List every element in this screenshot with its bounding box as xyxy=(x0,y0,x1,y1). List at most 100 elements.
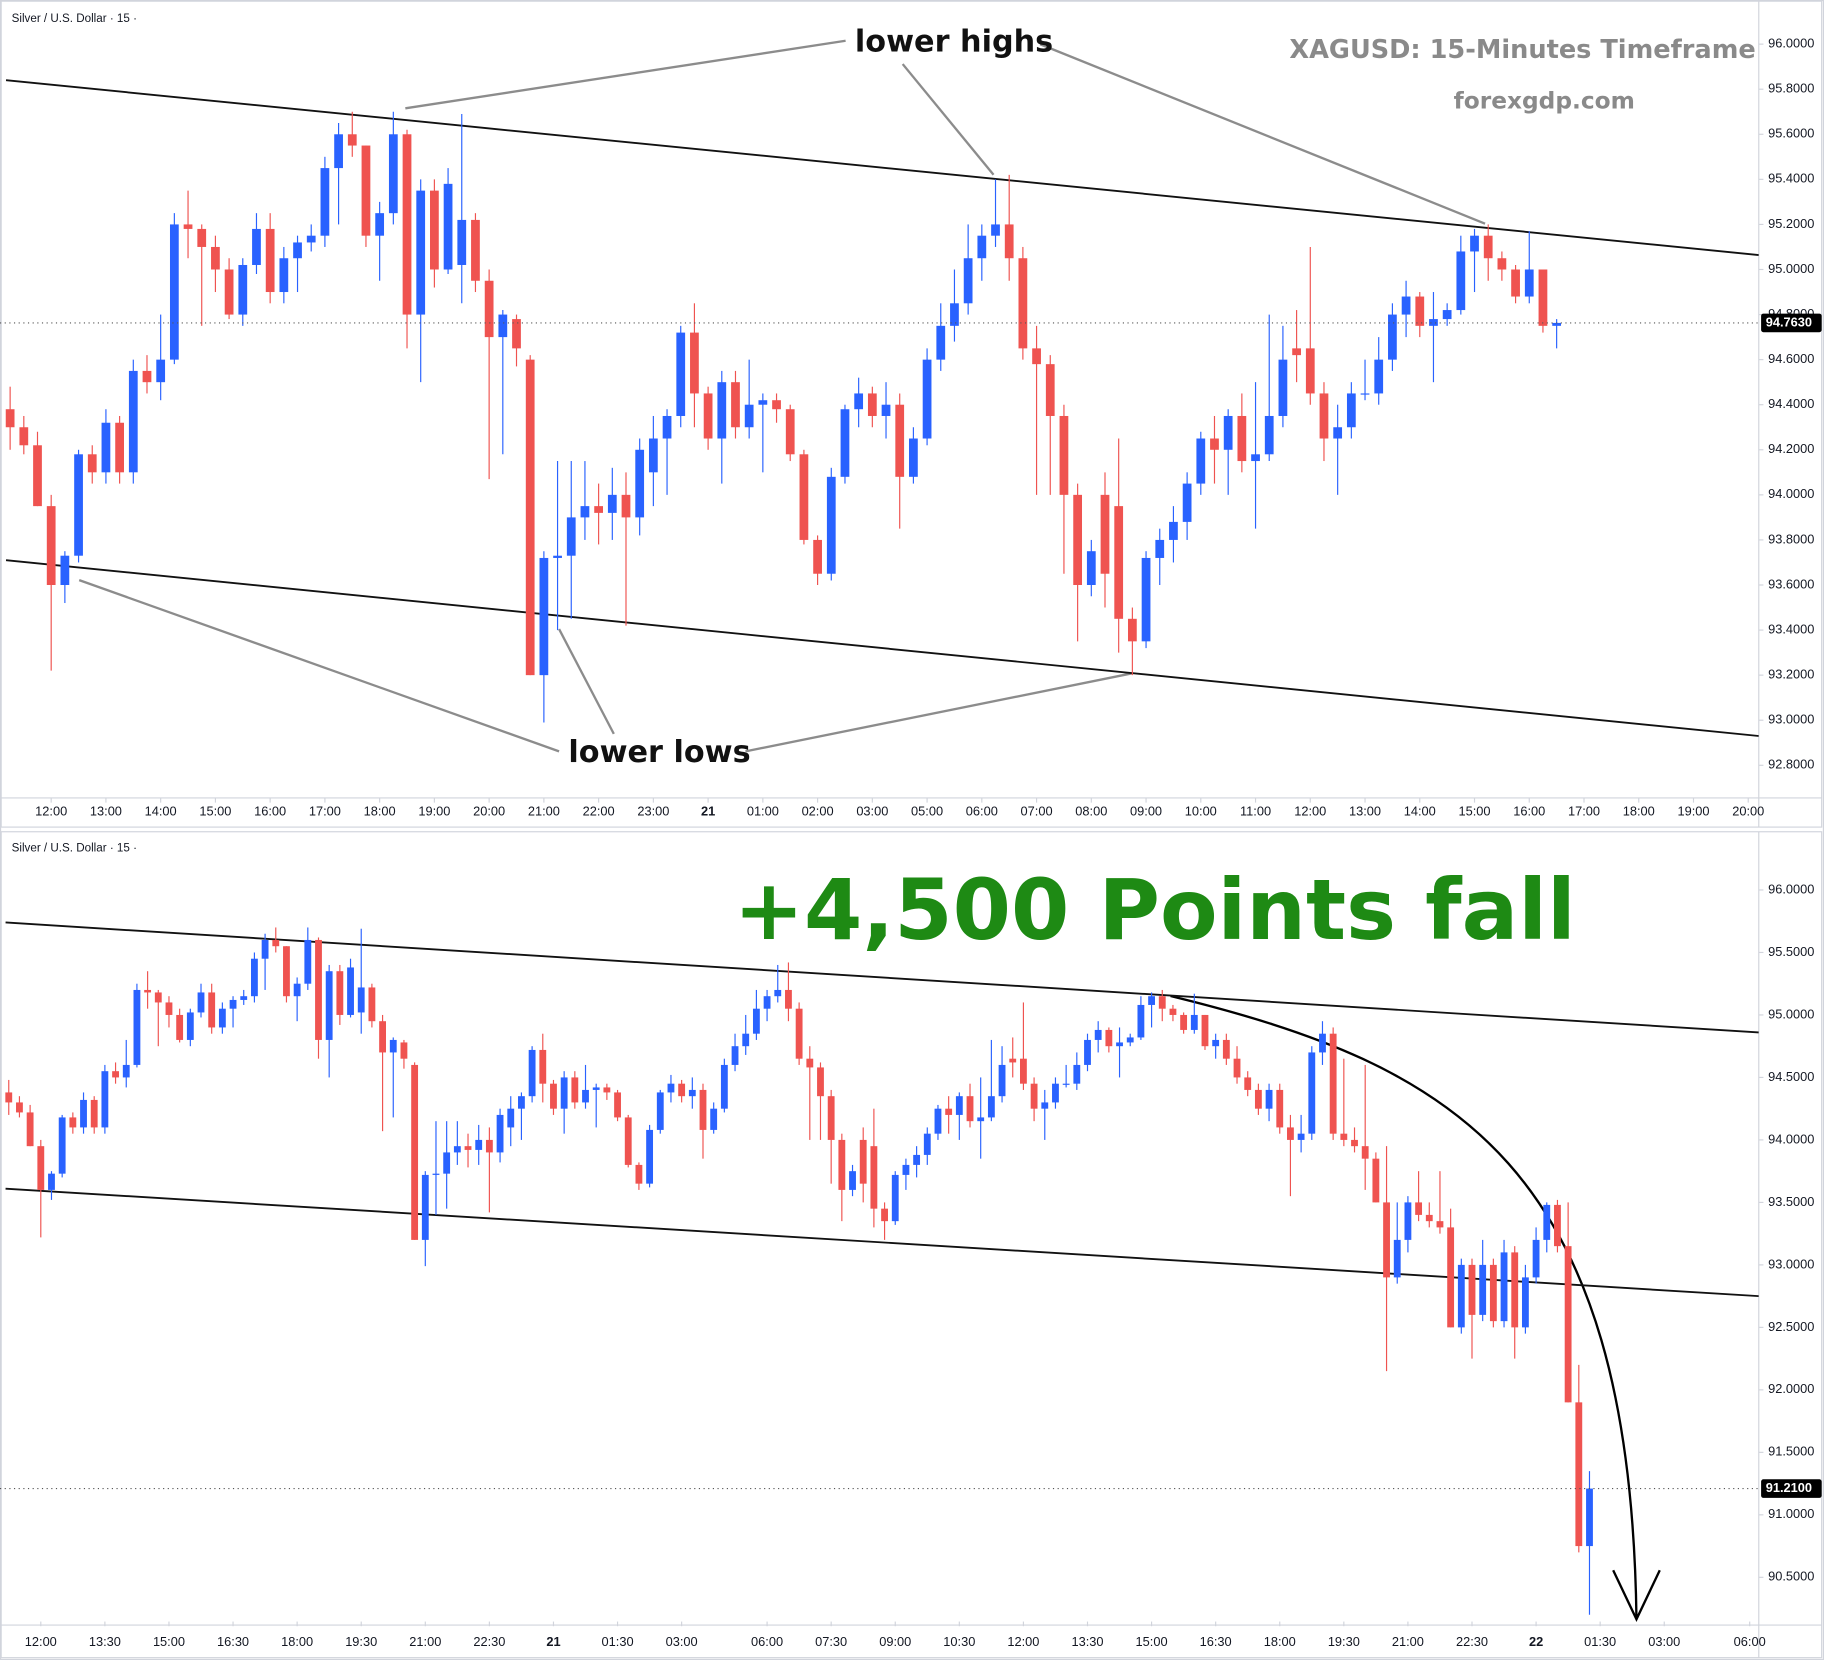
x-tick-label: 06:00 xyxy=(1734,1634,1766,1649)
candle-body xyxy=(922,359,932,439)
candle-body xyxy=(402,134,412,315)
candle-body xyxy=(614,1092,621,1118)
x-tick-label: 14:00 xyxy=(145,803,177,818)
candle-body xyxy=(261,939,269,959)
candle-body xyxy=(416,190,426,315)
y-tick-label: 95.2000 xyxy=(1768,216,1814,231)
candle-body xyxy=(218,1008,226,1028)
x-tick-label: 03:00 xyxy=(666,1634,698,1649)
x-tick-label: 18:00 xyxy=(1623,803,1655,818)
candle-body xyxy=(1500,1252,1508,1322)
x-tick-label: 22:00 xyxy=(583,803,615,818)
x-tick-label: 19:30 xyxy=(1328,1634,1360,1649)
candle-body xyxy=(772,400,781,410)
x-tick-label: 20:00 xyxy=(473,803,505,818)
y-tick-label: 94.0000 xyxy=(1768,1131,1814,1146)
candle-body xyxy=(1084,1039,1091,1065)
candle-body xyxy=(913,1154,921,1165)
plot-area xyxy=(5,79,1759,737)
x-tick-label: 21 xyxy=(546,1634,560,1649)
candle-body xyxy=(752,1008,760,1034)
candle-body xyxy=(1586,1488,1593,1547)
candle-body xyxy=(1319,393,1329,439)
candle-body xyxy=(1404,1202,1412,1240)
candle-body xyxy=(1004,224,1014,259)
y-tick-label: 94.0000 xyxy=(1768,486,1814,501)
candle-body xyxy=(1575,1402,1583,1547)
candle-body xyxy=(1497,258,1507,270)
candle-body xyxy=(881,404,891,416)
candle-body xyxy=(934,1108,942,1134)
candle-body xyxy=(1264,415,1274,455)
candle-body xyxy=(1361,1146,1369,1159)
candle-body xyxy=(1479,1264,1487,1315)
candle-body xyxy=(400,1042,408,1059)
candle-body xyxy=(1030,1083,1038,1109)
pointer xyxy=(745,672,1133,753)
candle-body xyxy=(1374,359,1384,394)
candle-body xyxy=(744,404,754,428)
x-tick-label: 16:00 xyxy=(1513,803,1545,818)
y-tick-label: 91.0000 xyxy=(1768,1506,1814,1521)
candle-body xyxy=(389,1039,397,1053)
candle-body xyxy=(144,989,152,993)
candle-body xyxy=(1415,296,1425,326)
symbol-title: Silver / U.S. Dollar · 15 · xyxy=(12,842,137,855)
candle-body xyxy=(293,983,301,997)
x-tick-label: 01:30 xyxy=(1584,1634,1616,1649)
candle-body xyxy=(69,1117,77,1128)
x-tick-label: 23:00 xyxy=(637,803,669,818)
candle-body xyxy=(785,989,792,1009)
candle-body xyxy=(1429,319,1438,326)
bottom-panel: Silver / U.S. Dollar · 15 · +4,500 Point… xyxy=(0,831,1823,1659)
candle-body xyxy=(1393,1239,1401,1278)
candle-body xyxy=(1073,1064,1081,1084)
x-tick-label: 07:00 xyxy=(1021,803,1053,818)
trendline xyxy=(5,1187,1759,1298)
x-tick-label: 06:00 xyxy=(751,1634,783,1649)
y-tick-label: 92.5000 xyxy=(1768,1319,1814,1334)
candle-body xyxy=(1442,310,1452,320)
candle-body xyxy=(758,400,768,405)
candle-body xyxy=(1538,269,1548,326)
candle-body xyxy=(1114,506,1124,619)
candle-body xyxy=(1319,1033,1326,1053)
candle-body xyxy=(485,1139,493,1153)
candle-body xyxy=(1340,1133,1348,1140)
candle-body xyxy=(347,967,354,1015)
candle-body xyxy=(250,958,258,997)
candle-body xyxy=(867,393,877,416)
candle-body xyxy=(101,1071,109,1128)
candle-body xyxy=(1276,1089,1284,1128)
candle-body xyxy=(1210,438,1219,450)
candle-body xyxy=(646,1129,654,1184)
candle-body xyxy=(582,1089,589,1103)
candle-body xyxy=(432,1173,440,1175)
x-tick-label: 12:00 xyxy=(25,1634,57,1649)
candle-body xyxy=(676,332,686,416)
y-tick-label: 95.0000 xyxy=(1768,261,1814,276)
candle-body xyxy=(1100,494,1110,574)
last-price-label: 94.7630 xyxy=(1766,314,1812,329)
x-tick-label: 01:30 xyxy=(602,1634,634,1649)
watermark-site: forexgdp.com xyxy=(1454,87,1635,114)
candle-body xyxy=(1564,1246,1572,1403)
candle-body xyxy=(1041,1102,1049,1109)
candle-body xyxy=(156,359,166,383)
candle-body xyxy=(475,1139,483,1150)
candle-body xyxy=(813,539,822,574)
y-tick-label: 92.0000 xyxy=(1768,1381,1814,1396)
candle-body xyxy=(1552,322,1562,326)
candle-body xyxy=(336,971,344,1015)
candle-body xyxy=(648,438,658,473)
candle-body xyxy=(112,1071,119,1078)
candle-body xyxy=(1372,1158,1380,1203)
y-tick-label: 95.8000 xyxy=(1768,81,1814,96)
candle-body xyxy=(421,1174,429,1240)
x-tick-label: 21:00 xyxy=(409,1634,441,1649)
candle-body xyxy=(1425,1214,1433,1222)
candle-body xyxy=(881,1208,888,1222)
x-tick-label: 15:00 xyxy=(199,803,231,818)
candle-body xyxy=(122,1064,130,1078)
candle-body xyxy=(1329,1033,1337,1134)
